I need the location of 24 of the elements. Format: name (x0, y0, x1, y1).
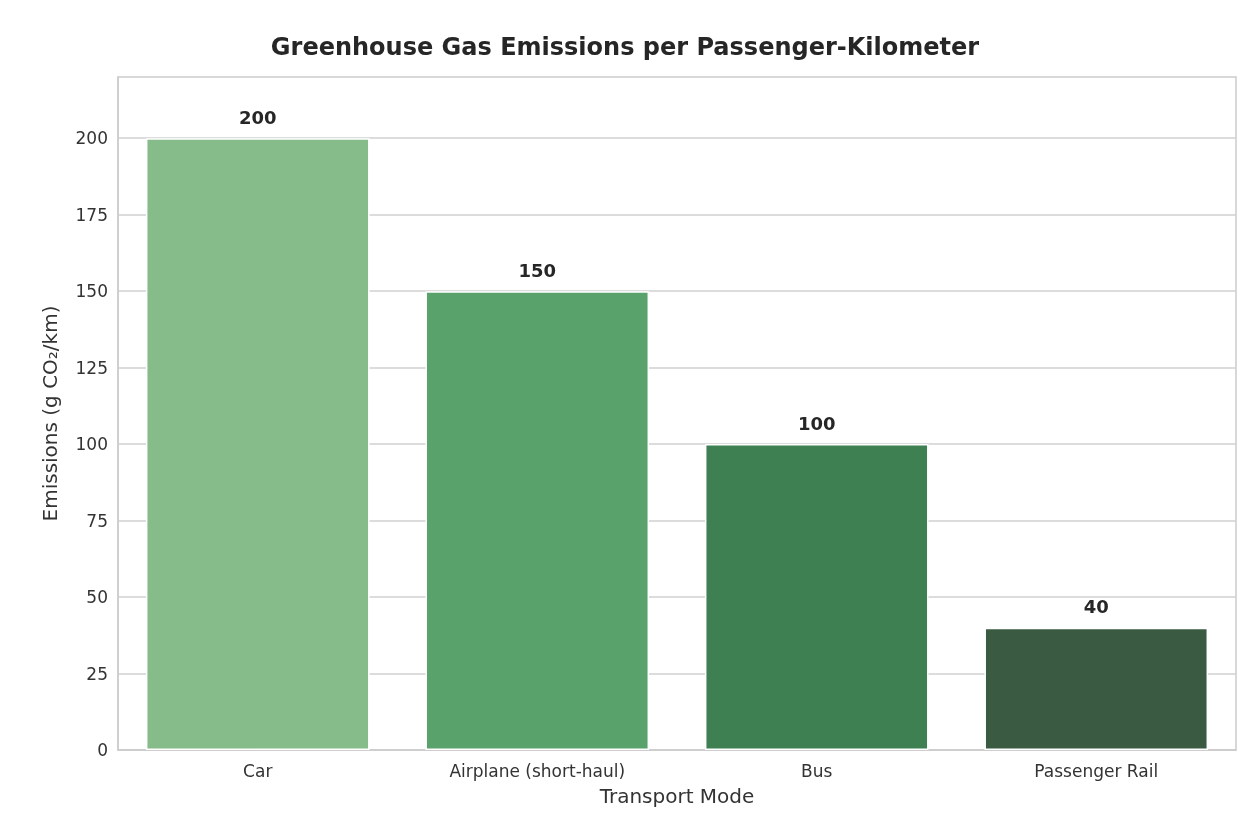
y-tick-label: 25 (86, 663, 108, 684)
x-tick-label: Bus (801, 760, 833, 781)
x-axis-title: Transport Mode (598, 784, 755, 808)
x-tick-label: Passenger Rail (1034, 760, 1159, 781)
data-label: 200 (238, 106, 277, 128)
y-tick-label: 125 (75, 357, 108, 378)
bar (425, 291, 650, 750)
y-tick-label: 100 (75, 434, 108, 455)
bar (984, 627, 1209, 750)
bar (145, 138, 370, 750)
y-tick-label: 200 (75, 128, 108, 149)
data-label: 40 (1083, 596, 1109, 618)
y-tick-label: 0 (97, 740, 108, 760)
y-axis-title: Emissions (g CO₂/km) (38, 305, 62, 522)
y-tick-label: 75 (86, 510, 108, 531)
data-label: 100 (797, 412, 836, 434)
chart-title: Greenhouse Gas Emissions per Passenger-Kilometer (270, 33, 980, 61)
y-tick-label: 50 (86, 587, 108, 608)
x-tick-label: Car (243, 760, 273, 781)
x-tick-label: Airplane (short-haul) (449, 760, 626, 781)
bar (704, 444, 929, 750)
y-tick-label: 150 (75, 281, 108, 302)
y-tick-label: 175 (75, 204, 108, 225)
data-label: 150 (518, 259, 557, 281)
